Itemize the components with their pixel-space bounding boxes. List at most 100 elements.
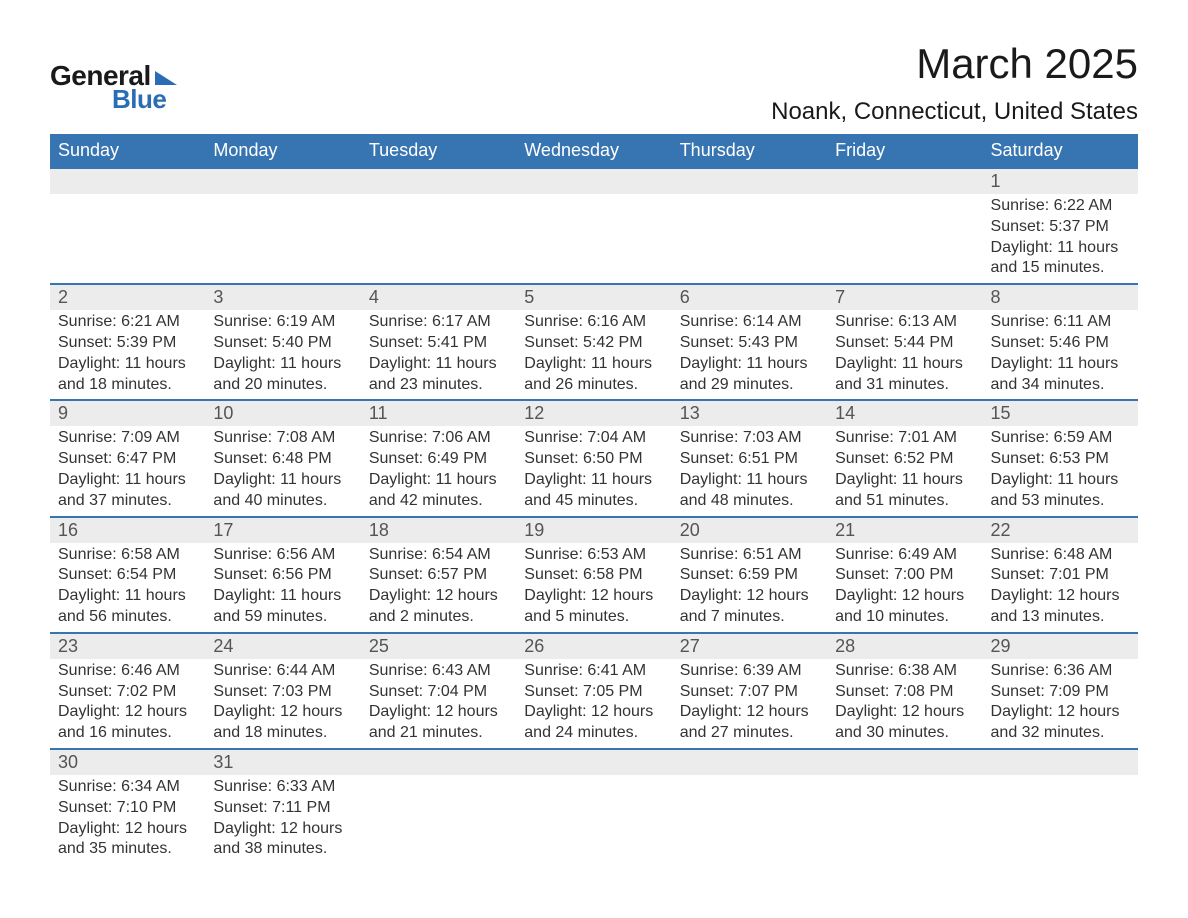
day2-text: and 56 minutes. — [58, 607, 197, 628]
day-detail-row: Sunrise: 6:46 AMSunset: 7:02 PMDaylight:… — [50, 659, 1138, 749]
day-number: 17 — [213, 520, 233, 540]
sunset-text: Sunset: 6:50 PM — [524, 449, 663, 470]
day-number-cell: 15 — [983, 400, 1138, 426]
sunset-text: Sunset: 7:11 PM — [213, 798, 352, 819]
day2-text: and 29 minutes. — [680, 375, 819, 396]
day-number-cell — [361, 749, 516, 775]
day1-text: Daylight: 12 hours — [835, 586, 974, 607]
day2-text: and 23 minutes. — [369, 375, 508, 396]
day-number: 12 — [524, 403, 544, 423]
day-detail-cell: Sunrise: 6:14 AMSunset: 5:43 PMDaylight:… — [672, 310, 827, 400]
sunset-text: Sunset: 7:08 PM — [835, 682, 974, 703]
day-detail-cell: Sunrise: 7:03 AMSunset: 6:51 PMDaylight:… — [672, 426, 827, 516]
sunrise-text: Sunrise: 6:58 AM — [58, 545, 197, 566]
sunrise-text: Sunrise: 7:09 AM — [58, 428, 197, 449]
day-number-cell — [516, 168, 671, 194]
weekday-header: Sunday — [50, 134, 205, 168]
day1-text: Daylight: 12 hours — [58, 819, 197, 840]
day-number-cell: 31 — [205, 749, 360, 775]
sunset-text: Sunset: 6:59 PM — [680, 565, 819, 586]
day-detail-row: Sunrise: 7:09 AMSunset: 6:47 PMDaylight:… — [50, 426, 1138, 516]
title-block: March 2025 Noank, Connecticut, United St… — [771, 40, 1138, 126]
day2-text: and 53 minutes. — [991, 491, 1130, 512]
day-number-cell: 3 — [205, 284, 360, 310]
sunset-text: Sunset: 5:46 PM — [991, 333, 1130, 354]
weekday-header-row: Sunday Monday Tuesday Wednesday Thursday… — [50, 134, 1138, 168]
day-detail-cell: Sunrise: 6:56 AMSunset: 6:56 PMDaylight:… — [205, 543, 360, 633]
day2-text: and 24 minutes. — [524, 723, 663, 744]
calendar-table: Sunday Monday Tuesday Wednesday Thursday… — [50, 134, 1138, 864]
day-detail-cell: Sunrise: 6:22 AMSunset: 5:37 PMDaylight:… — [983, 194, 1138, 284]
day-detail-cell — [672, 775, 827, 864]
sunrise-text: Sunrise: 6:21 AM — [58, 312, 197, 333]
day-detail-cell: Sunrise: 6:19 AMSunset: 5:40 PMDaylight:… — [205, 310, 360, 400]
day1-text: Daylight: 11 hours — [991, 354, 1130, 375]
day-detail-cell: Sunrise: 6:34 AMSunset: 7:10 PMDaylight:… — [50, 775, 205, 864]
sunset-text: Sunset: 6:58 PM — [524, 565, 663, 586]
sunset-text: Sunset: 6:51 PM — [680, 449, 819, 470]
day1-text: Daylight: 11 hours — [58, 586, 197, 607]
day-detail-cell — [361, 194, 516, 284]
day-detail-cell: Sunrise: 6:11 AMSunset: 5:46 PMDaylight:… — [983, 310, 1138, 400]
sunset-text: Sunset: 7:09 PM — [991, 682, 1130, 703]
day-detail-cell — [516, 775, 671, 864]
day-number-cell: 27 — [672, 633, 827, 659]
day-number: 21 — [835, 520, 855, 540]
day-number-row: 2345678 — [50, 284, 1138, 310]
sunset-text: Sunset: 5:39 PM — [58, 333, 197, 354]
day-detail-cell: Sunrise: 6:43 AMSunset: 7:04 PMDaylight:… — [361, 659, 516, 749]
sunrise-text: Sunrise: 6:48 AM — [991, 545, 1130, 566]
day-number-cell: 1 — [983, 168, 1138, 194]
day-detail-cell: Sunrise: 7:08 AMSunset: 6:48 PMDaylight:… — [205, 426, 360, 516]
sunrise-text: Sunrise: 6:44 AM — [213, 661, 352, 682]
day2-text: and 48 minutes. — [680, 491, 819, 512]
sunset-text: Sunset: 6:54 PM — [58, 565, 197, 586]
day-number-cell: 8 — [983, 284, 1138, 310]
day-number: 19 — [524, 520, 544, 540]
brand-triangle-icon — [155, 71, 177, 85]
day-number-cell: 18 — [361, 517, 516, 543]
day-detail-cell: Sunrise: 6:59 AMSunset: 6:53 PMDaylight:… — [983, 426, 1138, 516]
sunrise-text: Sunrise: 6:34 AM — [58, 777, 197, 798]
day-number: 10 — [213, 403, 233, 423]
sunset-text: Sunset: 5:42 PM — [524, 333, 663, 354]
sunset-text: Sunset: 6:57 PM — [369, 565, 508, 586]
day1-text: Daylight: 11 hours — [369, 354, 508, 375]
day-number: 11 — [369, 403, 388, 423]
day-detail-row: Sunrise: 6:34 AMSunset: 7:10 PMDaylight:… — [50, 775, 1138, 864]
day1-text: Daylight: 11 hours — [58, 470, 197, 491]
day-number: 9 — [58, 403, 68, 423]
day2-text: and 45 minutes. — [524, 491, 663, 512]
day-number-cell: 6 — [672, 284, 827, 310]
day-number-cell: 30 — [50, 749, 205, 775]
day-number: 13 — [680, 403, 700, 423]
sunset-text: Sunset: 6:52 PM — [835, 449, 974, 470]
brand-word2: Blue — [112, 84, 166, 115]
day-number: 4 — [369, 287, 379, 307]
day-number-cell: 16 — [50, 517, 205, 543]
sunrise-text: Sunrise: 6:13 AM — [835, 312, 974, 333]
day-number: 2 — [58, 287, 68, 307]
sunset-text: Sunset: 6:49 PM — [369, 449, 508, 470]
day-detail-cell: Sunrise: 6:36 AMSunset: 7:09 PMDaylight:… — [983, 659, 1138, 749]
day2-text: and 21 minutes. — [369, 723, 508, 744]
sunrise-text: Sunrise: 6:36 AM — [991, 661, 1130, 682]
day-detail-cell: Sunrise: 7:09 AMSunset: 6:47 PMDaylight:… — [50, 426, 205, 516]
sunset-text: Sunset: 5:37 PM — [991, 217, 1130, 238]
day-detail-cell: Sunrise: 6:33 AMSunset: 7:11 PMDaylight:… — [205, 775, 360, 864]
sunset-text: Sunset: 6:47 PM — [58, 449, 197, 470]
sunrise-text: Sunrise: 7:01 AM — [835, 428, 974, 449]
sunset-text: Sunset: 7:03 PM — [213, 682, 352, 703]
day-number: 28 — [835, 636, 855, 656]
sunrise-text: Sunrise: 6:59 AM — [991, 428, 1130, 449]
day-detail-cell — [827, 194, 982, 284]
day2-text: and 38 minutes. — [213, 839, 352, 860]
sunset-text: Sunset: 6:48 PM — [213, 449, 352, 470]
day-detail-cell: Sunrise: 6:13 AMSunset: 5:44 PMDaylight:… — [827, 310, 982, 400]
day1-text: Daylight: 11 hours — [680, 354, 819, 375]
day2-text: and 18 minutes. — [213, 723, 352, 744]
sunrise-text: Sunrise: 6:33 AM — [213, 777, 352, 798]
day-number-cell: 9 — [50, 400, 205, 426]
weekday-header: Monday — [205, 134, 360, 168]
day2-text: and 42 minutes. — [369, 491, 508, 512]
